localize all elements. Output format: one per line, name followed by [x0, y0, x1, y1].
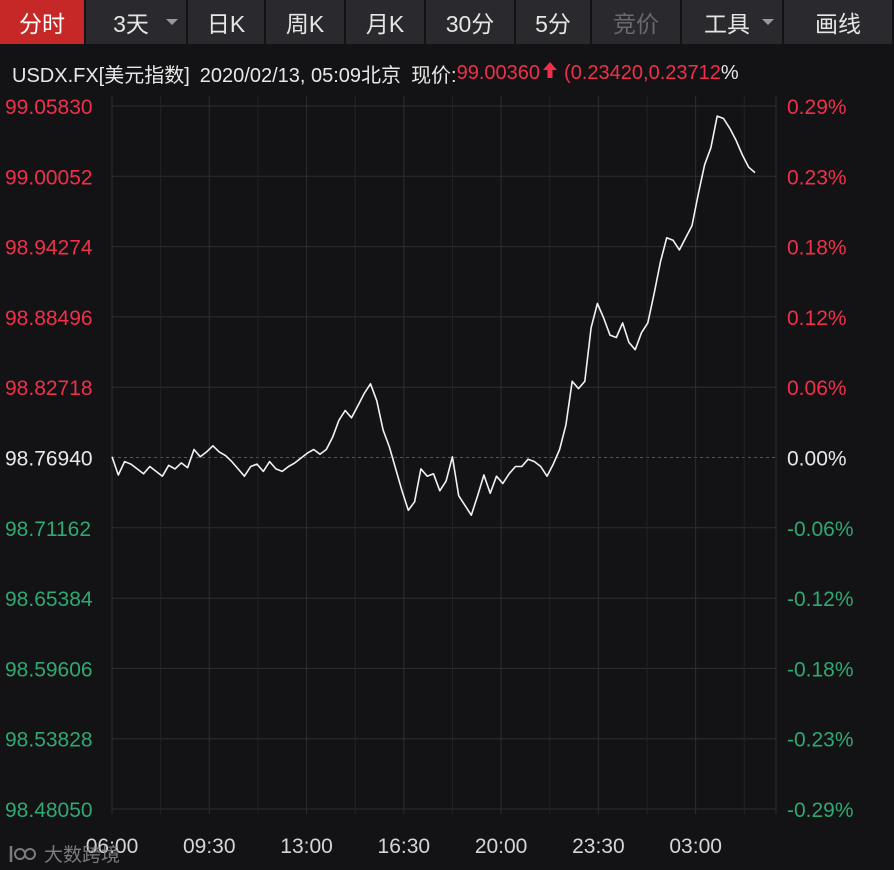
x-tick-label: 13:00 [280, 835, 333, 858]
y-tick-label-left: 99.05830 [5, 96, 93, 119]
percent-sign: % [720, 61, 739, 84]
change-value: 0.23420 [570, 61, 644, 84]
x-tick-label: 06:00 [86, 835, 139, 858]
tab-0[interactable]: 分时 [0, 0, 86, 44]
y-tick-label-left: 99.00052 [5, 166, 93, 189]
period-tab-bar: 分时 3天 日K 周K 月K 30分 5分 竞价 工具 画线 [0, 0, 894, 44]
tab-label: 画线 [815, 11, 861, 37]
y-tick-label-left: 98.53828 [5, 729, 93, 752]
tab-label: 5分 [535, 11, 571, 37]
tab-label: 月K [365, 11, 405, 37]
y-tick-label-left: 98.88496 [5, 307, 93, 330]
y-tick-label-left: 98.65384 [5, 588, 93, 611]
y-tick-label-right: 0.06% [787, 377, 847, 400]
change-open-paren: ( [564, 61, 571, 84]
tab-label: 30分 [445, 11, 495, 37]
tab-9[interactable]: 画线 [784, 0, 894, 44]
tab-label: 分时 [19, 11, 65, 37]
y-tick-label-right: 0.00% [787, 448, 847, 471]
dashuju-logo-icon [9, 845, 36, 862]
up-arrow-icon [542, 61, 558, 85]
y-tick-label-left: 98.94274 [5, 237, 93, 260]
quote-info-bar: USDX.FX[美元指数] 2020/02/13, 05:09北京 现价: 99… [12, 58, 739, 88]
y-tick-label-right: -0.06% [787, 518, 854, 541]
tab-label: 工具 [704, 11, 750, 37]
y-tick-label-right: -0.29% [787, 799, 854, 822]
x-tick-label: 20:00 [475, 835, 528, 858]
tab-7[interactable]: 竞价 [592, 0, 682, 44]
price-label: 现价: [411, 64, 457, 87]
change-percent: 0.23712 [648, 61, 721, 84]
x-tick-label: 03:00 [669, 835, 722, 858]
symbol-label: USDX.FX[美元指数] [12, 64, 190, 87]
tab-3[interactable]: 周K [266, 0, 346, 44]
y-tick-label-right: 0.23% [787, 166, 847, 189]
y-tick-label-right: -0.12% [787, 588, 854, 611]
tab-label: 周K [285, 11, 325, 37]
tab-label: 日K [206, 11, 246, 37]
price-series-line [111, 115, 756, 517]
y-tick-label-right: -0.18% [787, 658, 854, 681]
watermark: 大数跨境 [8, 840, 120, 867]
y-tick-label-left: 98.59606 [5, 658, 93, 681]
y-tick-label-left: 98.82718 [5, 377, 93, 400]
tab-label: 3天 [113, 11, 149, 37]
y-tick-label-right: 0.18% [787, 237, 847, 260]
x-tick-label: 23:30 [572, 835, 625, 858]
tab-2[interactable]: 日K [188, 0, 266, 44]
x-tick-label: 16:30 [378, 835, 431, 858]
tab-8[interactable]: 工具 [682, 0, 784, 44]
chevron-down-icon [762, 19, 774, 25]
tab-6[interactable]: 5分 [516, 0, 592, 44]
y-tick-label-left: 98.48050 [5, 799, 93, 822]
current-price: 99.00360 [456, 61, 541, 84]
tab-4[interactable]: 月K [346, 0, 426, 44]
y-tick-label-right: 0.12% [787, 307, 847, 330]
y-tick-label-left: 98.71162 [5, 518, 91, 541]
tab-1[interactable]: 3天 [86, 0, 188, 44]
chevron-down-icon [166, 19, 178, 25]
change-separator: , [643, 61, 649, 84]
datetime-label: 2020/02/13, 05:09北京 [199, 64, 402, 87]
tab-label: 竞价 [613, 11, 659, 37]
tab-5[interactable]: 30分 [426, 0, 516, 44]
y-tick-label-right: 0.29% [787, 96, 847, 119]
y-tick-label-right: -0.23% [787, 729, 854, 752]
watermark-text: 大数跨境 [44, 845, 121, 866]
y-tick-label-left: 98.76940 [5, 448, 93, 471]
x-tick-label: 09:30 [183, 835, 236, 858]
